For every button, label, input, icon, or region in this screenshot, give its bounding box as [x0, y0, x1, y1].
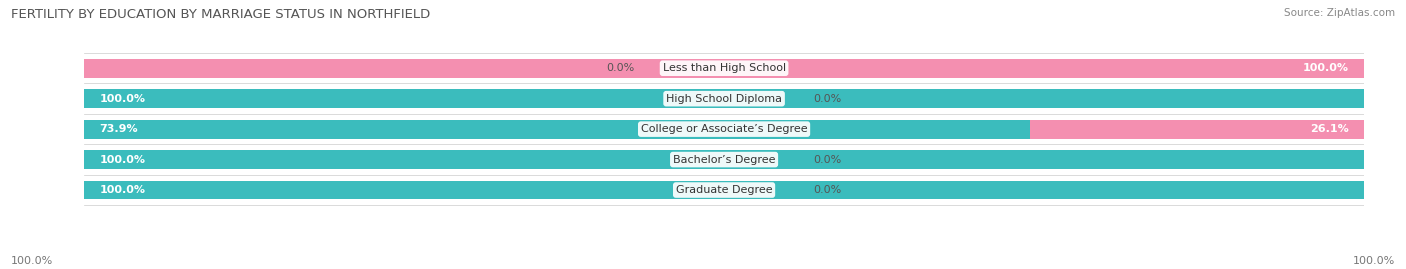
Text: Source: ZipAtlas.com: Source: ZipAtlas.com — [1284, 8, 1395, 18]
Text: 100.0%: 100.0% — [100, 94, 146, 104]
Text: High School Diploma: High School Diploma — [666, 94, 782, 104]
Bar — [84, 120, 1029, 139]
Text: College or Associate’s Degree: College or Associate’s Degree — [641, 124, 807, 134]
Text: Bachelor’s Degree: Bachelor’s Degree — [673, 155, 775, 165]
Bar — [84, 59, 1364, 78]
Text: 0.0%: 0.0% — [814, 185, 842, 195]
Text: 26.1%: 26.1% — [1310, 124, 1348, 134]
Text: 0.0%: 0.0% — [814, 155, 842, 165]
Text: 100.0%: 100.0% — [100, 155, 146, 165]
Bar — [84, 89, 1364, 108]
Bar — [1029, 120, 1364, 139]
Text: FERTILITY BY EDUCATION BY MARRIAGE STATUS IN NORTHFIELD: FERTILITY BY EDUCATION BY MARRIAGE STATU… — [11, 8, 430, 21]
Text: 0.0%: 0.0% — [814, 94, 842, 104]
Bar — [84, 120, 1364, 139]
Text: 0.0%: 0.0% — [606, 63, 634, 73]
Bar — [84, 59, 1364, 78]
Text: Graduate Degree: Graduate Degree — [676, 185, 772, 195]
Bar — [84, 89, 1364, 108]
Text: 100.0%: 100.0% — [1353, 256, 1395, 266]
Text: 73.9%: 73.9% — [100, 124, 138, 134]
Bar — [84, 150, 1364, 169]
Text: 100.0%: 100.0% — [11, 256, 53, 266]
Text: 100.0%: 100.0% — [100, 185, 146, 195]
Text: 100.0%: 100.0% — [1302, 63, 1348, 73]
Bar — [84, 180, 1364, 200]
Bar — [84, 180, 1364, 200]
Text: Less than High School: Less than High School — [662, 63, 786, 73]
Bar — [84, 150, 1364, 169]
